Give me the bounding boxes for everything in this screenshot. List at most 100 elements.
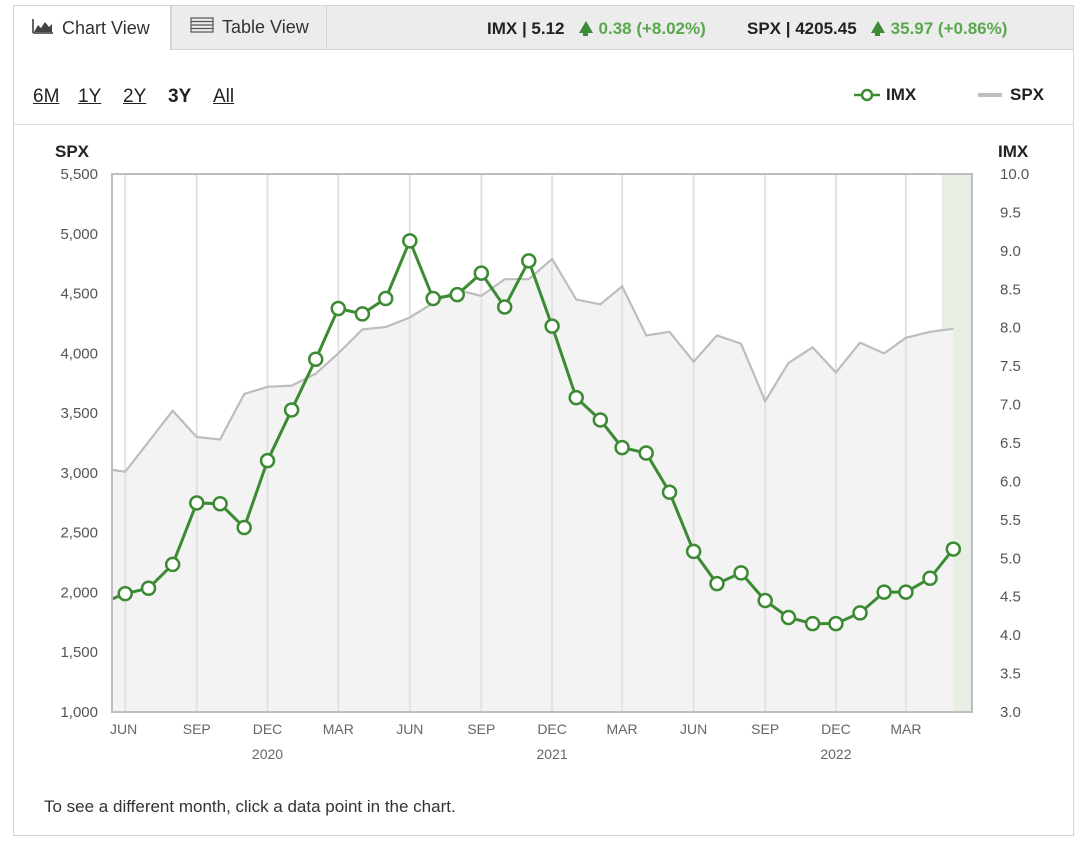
range-6m[interactable]: 6M [33,86,60,107]
left-axis-tick-label: 3,500 [60,405,98,422]
imx-data-point[interactable] [377,290,394,307]
imx-data-point[interactable] [236,519,252,536]
quote-strip: IMX | 5.12 0.38 (+8.02%) SPX | 4205.45 3… [327,5,1074,50]
left-axis-tick-label: 1,500 [60,644,98,661]
view-tabs: Chart View Table View IMX | 5.12 0.38 (+… [13,5,1074,51]
arrow-up-icon [870,20,885,36]
right-axis-tick-label: 5.0 [1000,550,1021,567]
imx-data-point[interactable] [425,290,441,307]
x-axis-year-label: 2021 [537,746,568,762]
legend-spx[interactable]: SPX [978,85,1044,105]
imx-data-point[interactable] [544,318,560,334]
x-axis-tick-label: SEP [183,721,211,737]
right-axis-tick-label: 8.0 [1000,320,1021,337]
quote-spx-change: 35.97 (+0.86%) [870,18,1008,39]
imx-data-point[interactable] [521,253,537,269]
imx-data-point[interactable] [354,306,371,322]
right-axis-tick-label: 4.5 [1000,589,1021,606]
imx-data-point[interactable] [449,286,465,303]
legend-spx-line-icon [978,93,1002,97]
range-1y[interactable]: 1Y [78,86,102,107]
right-axis-tick-label: 5.5 [1000,512,1021,529]
imx-data-point[interactable] [212,495,228,512]
imx-data-point[interactable] [638,445,654,461]
x-axis-tick-label: MAR [890,721,921,737]
imx-data-point[interactable] [828,615,844,632]
x-axis-year-label: 2022 [820,746,851,762]
range-all[interactable]: All [213,86,235,107]
right-axis-tick-label: 8.5 [1000,281,1021,298]
x-axis-year-label: 2020 [252,746,283,762]
imx-data-point[interactable] [780,609,797,626]
imx-data-point[interactable] [614,439,630,456]
x-axis-tick-label: DEC [253,721,283,737]
imx-data-point[interactable] [709,575,725,592]
imx-data-point[interactable] [330,300,347,317]
range-2y[interactable]: 2Y [123,86,147,107]
left-axis-tick-label: 1,000 [60,704,98,721]
chart-panel [13,50,1074,836]
imx-data-point[interactable] [685,543,702,560]
x-axis-tick-label: MAR [323,721,354,737]
imx-data-point[interactable] [473,265,490,281]
imx-data-point[interactable] [283,402,300,418]
imx-data-point[interactable] [402,233,418,249]
imx-data-point[interactable] [898,584,914,600]
right-axis-tick-label: 9.5 [1000,204,1021,221]
imx-data-point[interactable] [757,592,773,609]
x-axis-tick-label: MAR [607,721,638,737]
left-axis-tick-label: 3,000 [60,465,98,482]
imx-data-point[interactable] [189,495,205,511]
imx-data-point[interactable] [259,452,276,469]
right-axis-tick-label: 7.0 [1000,397,1021,414]
x-axis-tick-label: JUN [396,721,423,737]
imx-data-point[interactable] [661,484,678,500]
spx-series-line [111,257,954,473]
left-axis-tick-label: 5,500 [60,166,98,183]
imx-data-point[interactable] [733,565,749,581]
quote-spx-symbol: SPX | 4205.45 [747,18,857,38]
imx-data-point[interactable] [117,585,133,602]
imx-data-point[interactable] [592,412,609,428]
tab-table-view-label: Table View [222,17,309,37]
quote-imx: IMX | 5.12 0.38 (+8.02%) [487,6,706,51]
table-icon [190,17,214,38]
right-axis-tick-label: 7.5 [1000,358,1021,375]
imx-data-point[interactable] [804,615,821,632]
x-axis-tick-label: SEP [467,721,495,737]
imx-data-point[interactable] [922,570,938,587]
imx-data-point[interactable] [568,389,584,406]
imx-data-point[interactable] [140,580,157,597]
x-axis-tick-label: JUN [110,721,137,737]
right-axis-tick-label: 6.0 [1000,473,1021,490]
left-axis-tick-label: 2,000 [60,584,98,601]
imx-data-point[interactable] [852,605,868,621]
tab-chart-view-label: Chart View [62,17,150,38]
tab-table-view[interactable]: Table View [171,5,327,50]
imx-data-point[interactable] [945,541,962,557]
right-axis-tick-label: 3.0 [1000,704,1021,721]
imx-data-point[interactable] [307,351,324,367]
quote-spx: SPX | 4205.45 35.97 (+0.86%) [747,6,1007,51]
toolbar-divider [14,124,1073,125]
range-3y[interactable]: 3Y [168,86,192,107]
imx-data-point[interactable] [496,299,513,315]
tab-chart-view[interactable]: Chart View [13,5,171,50]
quote-spx-change-value: 35.97 (+0.86%) [890,18,1008,38]
imx-data-point[interactable] [164,556,181,573]
right-axis-tick-label: 10.0 [1000,166,1029,183]
right-axis-tick-label: 6.5 [1000,435,1021,452]
legend-imx-marker-icon [854,88,880,102]
left-axis-tick-label: 4,500 [60,286,98,303]
x-axis-tick-label: DEC [537,721,567,737]
plot-frame [111,173,973,713]
left-axis-tick-label: 4,000 [60,345,98,362]
x-axis-tick-label: JUN [680,721,707,737]
right-axis-tick-label: 4.0 [1000,627,1021,644]
legend-imx[interactable]: IMX [854,85,916,105]
x-axis-tick-label: DEC [821,721,851,737]
left-axis-tick-label: 5,000 [60,226,98,243]
area-chart-icon [32,18,54,39]
imx-data-point[interactable] [876,584,892,600]
